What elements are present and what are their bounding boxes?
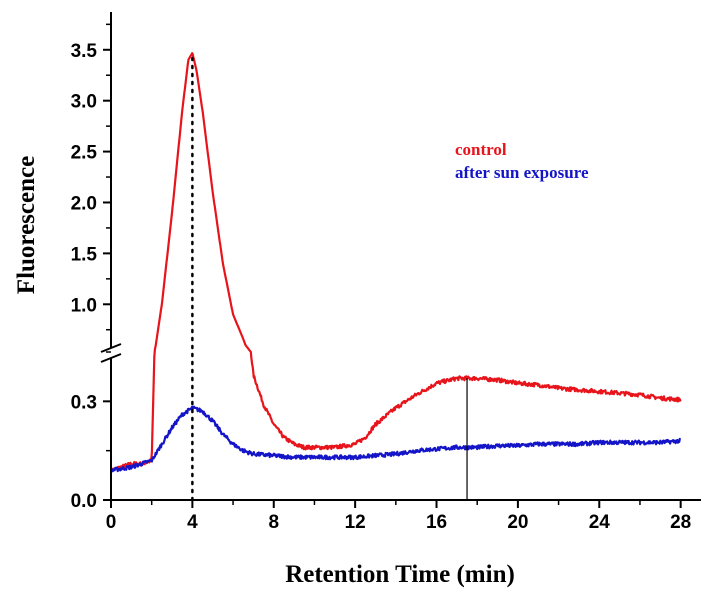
y-tick-label: 1.5 <box>71 244 98 265</box>
y-tick-label: 0.3 <box>71 392 97 413</box>
x-tick-label: 24 <box>589 512 611 533</box>
y-tick-label: 3.0 <box>71 92 97 113</box>
tick-labels: 0 4 8 12 16 20 24 28 0.0 0.3 1.0 1.5 2.0 2.5 3.0 3.5 <box>71 41 692 533</box>
series-line <box>109 52 682 473</box>
legend-entry-control: control <box>455 140 507 159</box>
x-tick-label: 12 <box>345 512 366 533</box>
series-layer <box>109 52 682 473</box>
y-tick-label: 1.0 <box>71 295 97 316</box>
series-2 <box>110 405 681 473</box>
series-1 <box>109 52 682 473</box>
x-tick-label: 8 <box>268 512 279 533</box>
x-tick-label: 0 <box>106 512 117 533</box>
x-tick-label: 28 <box>670 512 691 533</box>
y-axis-title: Fluorescence <box>13 156 40 294</box>
reference-lines <box>191 51 468 502</box>
y-tick-label: 0.0 <box>71 491 97 512</box>
series-line <box>110 405 681 473</box>
x-axis-title: Retention Time (min) <box>285 561 515 588</box>
x-tick-label: 4 <box>187 512 198 533</box>
axis-break-mark <box>100 343 122 353</box>
legend: control after sun exposure <box>455 140 589 182</box>
y-tick-label: 2.5 <box>71 143 98 164</box>
y-tick-label: 2.0 <box>71 193 97 214</box>
legend-entry-after-sun-exposure: after sun exposure <box>455 163 589 182</box>
axis-break-mark <box>100 353 122 363</box>
axes <box>100 12 701 508</box>
y-tick-label: 3.5 <box>71 41 98 62</box>
x-tick-label: 16 <box>426 512 447 533</box>
x-tick-label: 20 <box>507 512 528 533</box>
